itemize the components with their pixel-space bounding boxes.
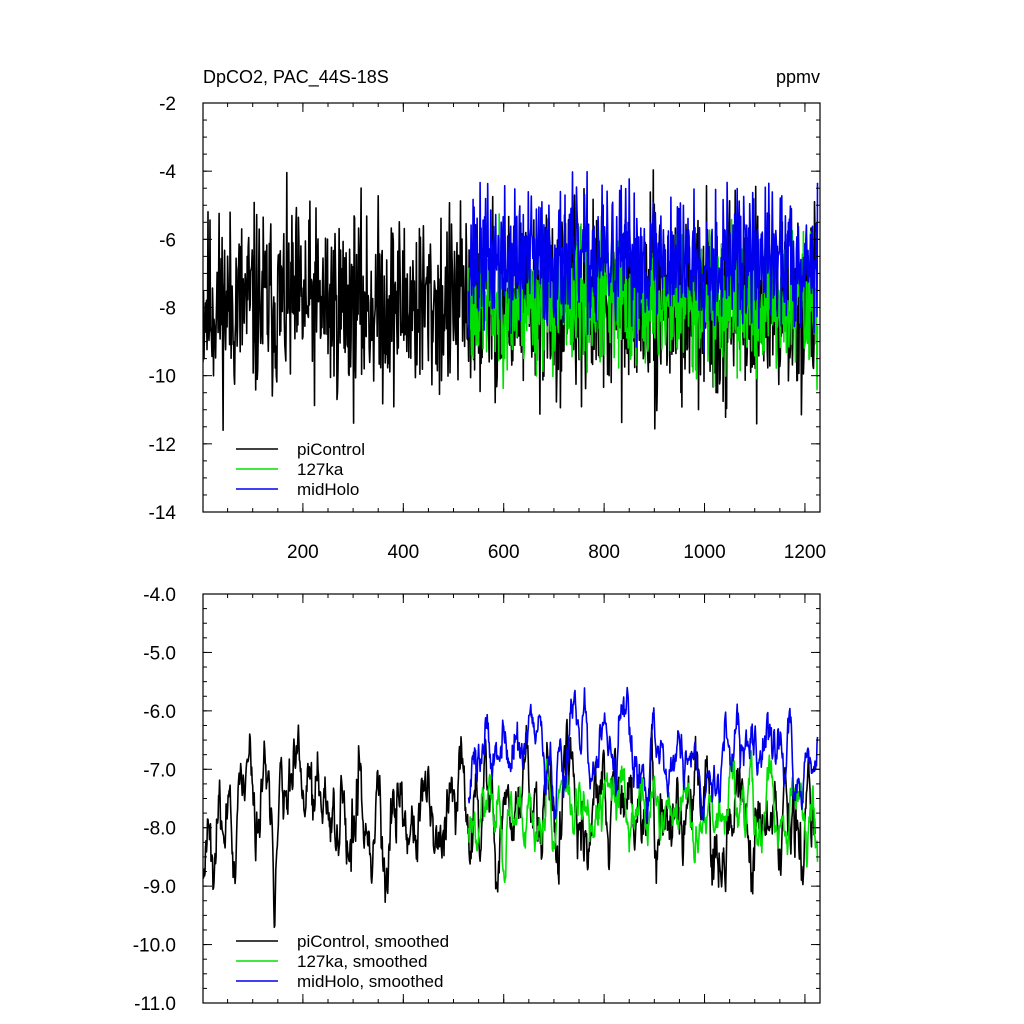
y-tick-label: -4.0	[143, 585, 176, 606]
series-line-2	[467, 170, 819, 354]
y-tick-label: -10	[149, 367, 176, 388]
y-tick-label: -12	[149, 435, 176, 456]
y-tick-label: -2	[159, 94, 176, 115]
legend-label-2: midHolo, smoothed	[297, 972, 443, 991]
bottom-panel: -4.0 -5.0 -6.0 -7.0 -8.0 -9.0 -10.0 -11.0 piCont…	[133, 585, 821, 1015]
legend-label-1: 127ka, smoothed	[297, 952, 427, 971]
y-tick-label: -8.0	[143, 819, 176, 840]
legend-label-2: midHolo	[297, 480, 359, 499]
top-plot-area: -2 -4 -6 -8 -10 -12 -14 200 400 600 800 1000 1200 piC…	[149, 94, 827, 563]
y-tick-label: -14	[149, 503, 177, 524]
y-tick-label: -6.0	[143, 702, 176, 723]
x-tick-label: 1200	[784, 542, 826, 563]
legend-label-0: piControl, smoothed	[297, 932, 449, 951]
y-tick-label: -6	[159, 230, 176, 251]
y-tick-label: -8	[159, 299, 176, 320]
x-tick-label: 200	[287, 542, 319, 563]
top-panel-title: DpCO2, PAC_44S-18S	[203, 67, 389, 88]
series-line-0	[203, 718, 816, 929]
series-line-1	[467, 750, 819, 884]
x-tick-label: 600	[488, 542, 520, 563]
series-line-2	[467, 686, 819, 825]
top-panel-units: ppmv	[776, 67, 820, 87]
y-tick-label: -9.0	[143, 877, 176, 898]
x-tick-label: 1000	[683, 542, 725, 563]
top-panel: DpCO2, PAC_44S-18S ppmv -2 -4 -6 -8 -10 -12 -1…	[149, 67, 827, 563]
y-tick-label: -5.0	[143, 643, 176, 664]
y-tick-label: -4	[159, 162, 176, 183]
y-tick-label: -11.0	[134, 994, 176, 1015]
series-group	[203, 686, 819, 929]
legend-label-0: piControl	[297, 440, 365, 459]
x-tick-label: 400	[387, 542, 419, 563]
x-tick-label: 800	[588, 542, 620, 563]
legend-label-1: 127ka	[297, 460, 344, 479]
series-group	[203, 169, 819, 431]
y-tick-label: -10.0	[133, 936, 176, 957]
bottom-plot-area: -4.0 -5.0 -6.0 -7.0 -8.0 -9.0 -10.0 -11.0 piCont…	[133, 585, 821, 1015]
y-tick-label: -7.0	[143, 760, 176, 781]
